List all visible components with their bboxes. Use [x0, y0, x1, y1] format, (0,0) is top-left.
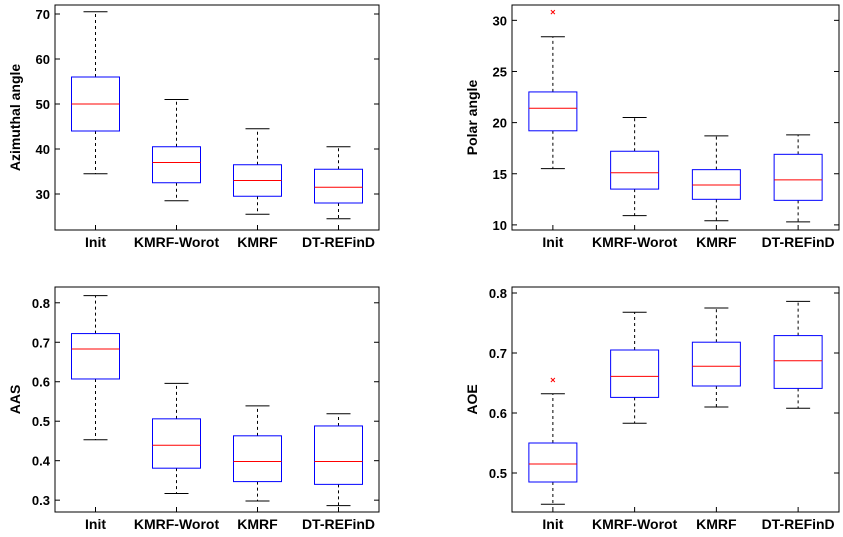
box-dt-refind	[773, 134, 823, 223]
box-kmrf-worot	[610, 311, 660, 424]
plot-frame	[54, 4, 380, 231]
box-init	[71, 295, 120, 441]
iqr-box	[610, 150, 660, 190]
y-tick-label: 0.6	[489, 406, 507, 421]
x-category-label: KMRF	[237, 516, 278, 532]
y-tick-label: 0.8	[32, 296, 50, 311]
iqr-box	[71, 333, 120, 380]
iqr-box	[610, 349, 660, 398]
box-kmrf	[691, 307, 741, 408]
box-init	[528, 377, 578, 505]
x-category-label: KMRF-Worot	[134, 516, 220, 532]
outlier-point	[550, 377, 556, 383]
y-tick-label: 20	[493, 116, 507, 131]
chart-panel-2: 10 15 20 25 30 Polar angle Init KMRF-Worot KMRF D…	[464, 4, 840, 250]
y-tick-label: 0.5	[32, 414, 50, 429]
x-category-label: DT-REFinD	[762, 234, 835, 250]
box-dt-refind	[314, 146, 363, 220]
box-kmrf	[233, 405, 282, 502]
box-kmrf	[233, 128, 282, 215]
y-tick-label: 30	[36, 187, 50, 202]
box-kmrf-worot	[152, 382, 201, 494]
plot-frame	[511, 4, 840, 231]
x-category-label: KMRF-Worot	[592, 234, 678, 250]
iqr-box	[314, 425, 363, 485]
y-tick-label: 0.5	[489, 466, 507, 481]
iqr-box	[528, 91, 578, 132]
y-tick-label: 50	[36, 97, 50, 112]
iqr-box	[314, 168, 363, 204]
x-category-label: KMRF	[237, 234, 278, 250]
y-tick-label: 25	[493, 64, 507, 79]
y-axis-title: AAS	[7, 385, 23, 415]
x-category-label: DT-REFinD	[302, 516, 375, 532]
chart-panel-3: 0.3 0.4 0.5 0.6 0.7 0.8 AAS Init KMRF-Worot KMRF D…	[7, 286, 380, 532]
box-dt-refind	[314, 413, 363, 507]
y-tick-label: 15	[493, 167, 507, 182]
y-tick-label: 60	[36, 52, 50, 67]
y-tick-label: 0.7	[489, 346, 507, 361]
y-tick-label: 70	[36, 7, 50, 22]
y-tick-label: 40	[36, 142, 50, 157]
box-kmrf-worot	[152, 99, 201, 202]
iqr-box	[152, 146, 201, 184]
box-dt-refind	[773, 300, 823, 409]
y-tick-label: 0.3	[32, 493, 50, 508]
y-axis-title: Azimuthal angle	[7, 64, 23, 172]
y-tick-label: 0.6	[32, 375, 50, 390]
plot-frame	[54, 286, 380, 513]
y-axis-title: AOE	[464, 384, 480, 414]
chart-panel-4: 0.5 0.6 0.7 0.8 AOE Init KMRF-Worot KMRF DT-REFi…	[464, 286, 840, 532]
box-kmrf	[691, 135, 741, 222]
iqr-box	[773, 153, 823, 201]
box-kmrf-worot	[610, 117, 660, 217]
plot-frame	[511, 286, 840, 513]
x-category-label: Init	[542, 516, 563, 532]
box-init	[71, 11, 120, 175]
x-category-label: KMRF-Worot	[134, 234, 220, 250]
x-category-label: KMRF-Worot	[592, 516, 678, 532]
y-tick-label: 0.7	[32, 335, 50, 350]
y-tick-label: 30	[493, 13, 507, 28]
y-tick-label: 10	[493, 218, 507, 233]
iqr-box	[528, 442, 578, 483]
chart-panel-1: 30 40 50 60 70 Azimuthal angle Init KMRF-Worot K…	[7, 4, 380, 250]
x-category-label: KMRF	[696, 516, 737, 532]
x-category-label: Init	[85, 516, 106, 532]
x-category-label: Init	[85, 234, 106, 250]
y-axis-title: Polar angle	[464, 80, 480, 156]
outlier-point	[550, 9, 556, 15]
y-tick-label: 0.8	[489, 286, 507, 301]
x-category-label: KMRF	[696, 234, 737, 250]
x-category-label: DT-REFinD	[762, 516, 835, 532]
x-category-label: DT-REFinD	[302, 234, 375, 250]
iqr-box	[773, 335, 823, 389]
iqr-box	[233, 435, 282, 483]
x-category-label: Init	[542, 234, 563, 250]
y-tick-label: 0.4	[32, 454, 51, 469]
iqr-box	[691, 169, 741, 200]
iqr-box	[152, 418, 201, 469]
box-init	[528, 9, 578, 170]
iqr-box	[691, 341, 741, 387]
